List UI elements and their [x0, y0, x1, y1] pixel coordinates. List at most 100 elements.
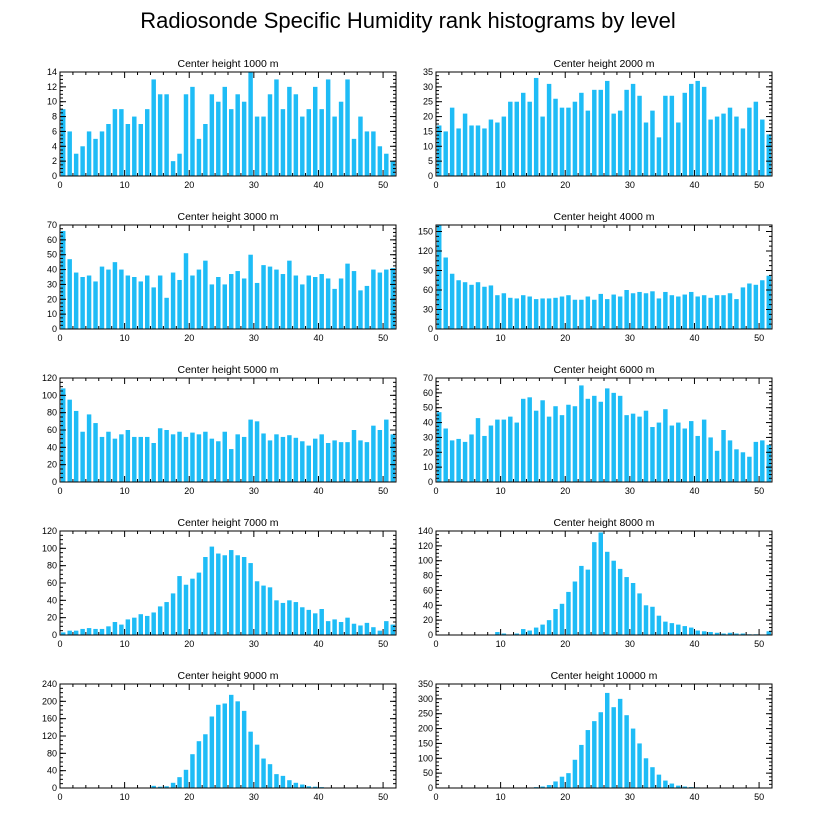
histogram-bar [663, 95, 668, 176]
histogram-bar [138, 124, 143, 176]
histogram-bar [86, 275, 92, 329]
histogram-bar [727, 107, 733, 176]
y-tick-label: 10 [47, 309, 57, 319]
histogram-bar [682, 428, 687, 482]
histogram-bar [689, 83, 694, 176]
histogram-bar [267, 587, 273, 635]
histogram-bar [164, 602, 169, 635]
histogram-bar [138, 436, 143, 482]
y-tick-label: 100 [42, 390, 57, 400]
histogram-bar [132, 436, 137, 482]
y-tick-label: 60 [423, 585, 433, 595]
histogram-bar [566, 107, 571, 176]
histogram-bar [747, 107, 752, 176]
histogram-bar [112, 109, 118, 176]
histogram-bar [740, 633, 746, 635]
x-tick-label: 50 [378, 792, 388, 802]
x-tick-label: 40 [689, 639, 699, 649]
histogram-bar [73, 630, 79, 635]
histogram-bar [656, 137, 662, 176]
histogram-bar [93, 628, 98, 635]
histogram-bar [254, 116, 260, 176]
x-tick-label: 50 [754, 180, 764, 190]
histogram-bar [514, 422, 519, 482]
x-tick-label: 30 [625, 639, 635, 649]
histogram-bar [714, 632, 720, 635]
histogram-bar [656, 615, 662, 635]
histogram-bar [222, 431, 227, 482]
histogram-bar [559, 776, 565, 788]
histogram-bar [157, 275, 163, 329]
histogram-bar [151, 287, 156, 329]
histogram-bar [287, 780, 292, 788]
histogram-bar [533, 77, 539, 176]
histogram-bar [145, 275, 150, 329]
histogram-bar [508, 101, 513, 176]
histogram-bar [714, 450, 720, 482]
y-tick-label: 0 [428, 477, 433, 487]
y-tick-label: 70 [423, 373, 433, 383]
histogram-bar [61, 388, 66, 482]
histogram-bar [287, 600, 292, 635]
y-tick-label: 0 [52, 171, 57, 181]
histogram-bar [598, 532, 603, 635]
histogram-bar [714, 295, 720, 329]
histogram-bar [527, 397, 532, 482]
histogram-bar [132, 277, 137, 329]
histogram-bar [682, 294, 687, 329]
histogram-bar [501, 116, 507, 176]
histogram-bar [67, 131, 72, 176]
histogram-bar [196, 138, 202, 176]
histogram-bar [546, 298, 552, 329]
y-tick-label: 200 [418, 724, 433, 734]
plot-frame [59, 683, 397, 789]
histogram-bar [235, 555, 240, 635]
histogram-panel-1: Center height 1000 m 0 10 20 30 40 50 0 2 4 6 8 10 12… [47, 58, 397, 190]
histogram-bar [235, 434, 240, 482]
histogram-bar [676, 785, 681, 788]
histogram-bar [579, 92, 584, 176]
histogram-bar [598, 401, 603, 482]
histogram-bar [390, 161, 395, 176]
y-tick-label: 40 [423, 600, 433, 610]
histogram-bar [371, 425, 376, 482]
x-tick-label: 10 [496, 792, 506, 802]
histogram-bar [345, 442, 350, 482]
histogram-bar [740, 287, 746, 329]
histogram-bar [501, 633, 507, 635]
histogram-bar [183, 253, 189, 329]
x-tick-label: 0 [57, 486, 62, 496]
x-tick-label: 30 [249, 639, 259, 649]
histogram-bar [695, 630, 700, 635]
histogram-bar [216, 553, 221, 635]
y-tick-label: 20 [423, 447, 433, 457]
histogram-bar [469, 125, 474, 176]
y-tick-label: 20 [47, 294, 57, 304]
x-tick-label: 50 [754, 792, 764, 802]
histogram-bar [605, 551, 610, 635]
histogram-bar [747, 456, 752, 482]
histogram-bar [585, 398, 591, 482]
histogram-bar [216, 704, 221, 788]
histogram-bar [338, 622, 344, 635]
histogram-bar [267, 94, 273, 176]
x-tick-label: 0 [57, 792, 62, 802]
y-tick-label: 160 [42, 714, 57, 724]
x-tick-label: 40 [313, 180, 323, 190]
y-tick-label: 40 [47, 442, 57, 452]
histogram-bar [585, 296, 591, 329]
histogram-bar [364, 285, 370, 329]
histogram-bar [209, 546, 215, 635]
histogram-bar [358, 625, 363, 635]
histogram-bar [501, 293, 507, 329]
histogram-bar [345, 79, 350, 176]
histogram-bar [377, 630, 383, 635]
histogram-bar [209, 716, 215, 788]
histogram-bar [190, 86, 195, 176]
histogram-panel-4: Center height 4000 m 0 10 20 30 40 50 0 30 60 90 12… [418, 211, 773, 343]
histogram-bar [274, 600, 279, 635]
histogram-bar [254, 744, 260, 788]
x-tick-label: 30 [625, 486, 635, 496]
x-tick-label: 20 [184, 180, 194, 190]
x-tick-label: 30 [249, 486, 259, 496]
